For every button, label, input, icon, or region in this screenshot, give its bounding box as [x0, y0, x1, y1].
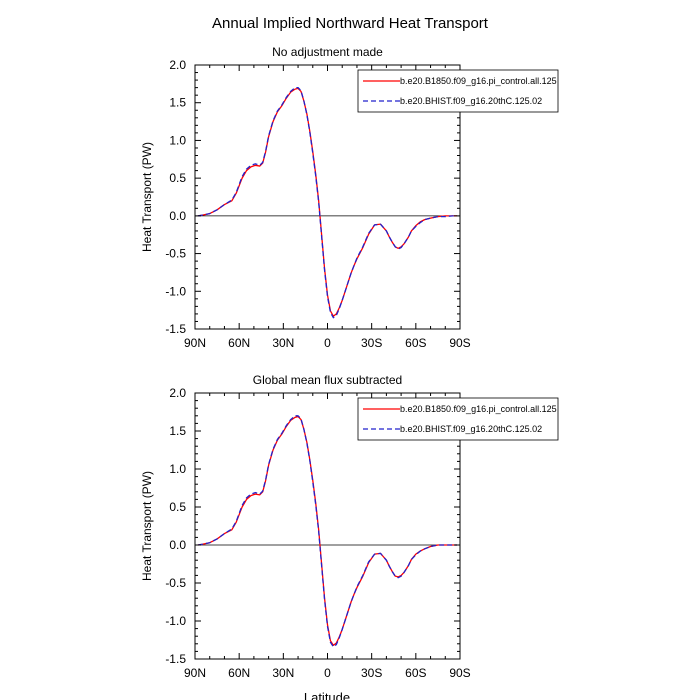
panel-no-adjustment: No adjustment made 90N 60N 30N 0 30S 60S 90S 2.0… [140, 45, 559, 350]
legend: b.e20.B1850.f09_g16.pi_control.all.125 b.… [357, 397, 559, 441]
panel-title: Global mean flux subtracted [253, 373, 402, 387]
series-line-1 [197, 415, 458, 646]
legend-label-1: b.e20.B1850.f09_g16.pi_control.all.125 [400, 76, 557, 86]
y-tick-label: -1.5 [165, 652, 186, 666]
y-tick-label: 1.0 [169, 133, 186, 147]
x-tick-label: 60S [405, 336, 426, 350]
y-tick-label: -0.5 [165, 576, 186, 590]
y-tick-label: -0.5 [165, 247, 186, 261]
y-tick-label: 1.5 [169, 424, 186, 438]
y-tick-label: 0.5 [169, 500, 186, 514]
x-tick-label: 60S [405, 666, 426, 680]
x-tick-label: 30S [361, 336, 382, 350]
legend-label-1: b.e20.B1850.f09_g16.pi_control.all.125 [400, 404, 557, 414]
series-line-1 [197, 87, 458, 317]
x-tick-label: 60N [228, 336, 250, 350]
legend-box [357, 69, 559, 113]
x-axis-label: Latitude [304, 690, 350, 700]
figure-title: Annual Implied Northward Heat Transport [212, 15, 489, 32]
y-tick-label: 0.0 [169, 209, 186, 223]
x-tick-label: 0 [324, 336, 331, 350]
x-tick-label: 90S [449, 666, 470, 680]
series-line-2 [197, 415, 458, 648]
y-tick-label: 1.5 [169, 96, 186, 110]
x-tick-label: 90N [184, 336, 206, 350]
x-tick-label: 30N [272, 666, 294, 680]
x-tick-label: 60N [228, 666, 250, 680]
x-tick-label: 90S [449, 336, 470, 350]
y-axis-label: Heat Transport (PW) [140, 471, 154, 581]
x-tick-label: 90N [184, 666, 206, 680]
legend: b.e20.B1850.f09_g16.pi_control.all.125 b.… [357, 69, 559, 113]
x-tick-label: 30N [272, 336, 294, 350]
x-tick-label: 0 [324, 666, 331, 680]
y-tick-label: 2.0 [169, 58, 186, 72]
y-tick-label: 2.0 [169, 386, 186, 400]
y-tick-label: -1.0 [165, 284, 186, 298]
x-tick-label: 30S [361, 666, 382, 680]
legend-label-2: b.e20.BHIST.f09_g16.20thC.125.02 [400, 96, 542, 106]
y-tick-label: 1.0 [169, 462, 186, 476]
panel-title: No adjustment made [272, 45, 383, 59]
y-axis-label: Heat Transport (PW) [140, 142, 154, 252]
y-tick-label: -1.0 [165, 614, 186, 628]
legend-box [357, 397, 559, 441]
y-tick-label: 0.5 [169, 171, 186, 185]
y-tick-label: 0.0 [169, 538, 186, 552]
legend-label-2: b.e20.BHIST.f09_g16.20thC.125.02 [400, 424, 542, 434]
series-line-2 [197, 86, 458, 319]
y-tick-label: -1.5 [165, 322, 186, 336]
panel-global-mean-subtracted: Global mean flux subtracted 90N 60N 30N 0 30S… [140, 373, 559, 680]
